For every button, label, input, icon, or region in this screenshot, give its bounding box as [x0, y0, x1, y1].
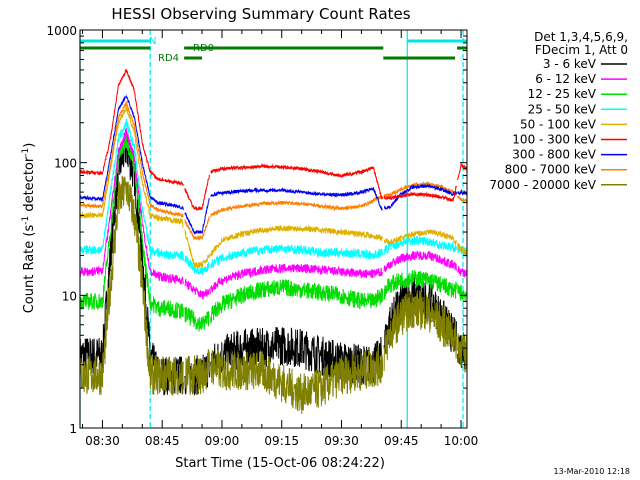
legend-header-line-2: FDecim 1, Att 0: [535, 43, 628, 57]
y-tick-label-10: 10: [62, 289, 77, 303]
legend-label-8: 800 - 7000 keV: [505, 163, 597, 177]
y-tick-label-100: 100: [54, 157, 77, 171]
flag-label-n: N: [149, 36, 156, 47]
legend: Det 1,3,4,5,6,9, FDecim 1, Att 0 3 - 6 k…: [489, 30, 628, 192]
timestamp: 13-Mar-2010 12:18: [554, 467, 631, 476]
y-axis-label: Count Rate (s-1 detector-1): [21, 143, 37, 314]
series-300-800keV-line: [79, 94, 468, 235]
plot-area: N RD0 RD4 1 10 100 1000 08:30 08:45 09:00 09:15 09:…: [46, 24, 478, 448]
x-tick-label-0830: 08:30: [85, 434, 120, 448]
chart-title: HESSI Observing Summary Count Rates: [111, 5, 410, 23]
x-tick-label-0845: 08:45: [145, 434, 180, 448]
legend-label-3: 12 - 25 keV: [528, 87, 597, 101]
series-800-7000keV-line: [79, 100, 468, 242]
legend-label-7: 300 - 800 keV: [512, 148, 596, 162]
series-100-300keV-line: [79, 69, 468, 212]
legend-label-6: 100 - 300 keV: [512, 133, 596, 147]
series-25-50keV-line: [79, 118, 468, 276]
y-tick-label-1: 1: [69, 422, 77, 436]
flag-label-rd0: RD0: [193, 43, 214, 54]
x-tick-label-0900: 09:00: [205, 434, 240, 448]
x-tick-label-0915: 09:15: [264, 434, 299, 448]
plot-frame: [79, 29, 468, 429]
legend-label-5: 50 - 100 keV: [520, 117, 597, 131]
flag-label-rd4: RD4: [158, 53, 179, 64]
legend-label-4: 25 - 50 keV: [528, 102, 597, 116]
x-axis-label: Start Time (15-Oct-06 08:24:22): [175, 456, 385, 471]
series-3-6keV-line: [79, 131, 468, 396]
series-6-12keV-line: [79, 127, 468, 300]
legend-label-9: 7000 - 20000 keV: [489, 178, 596, 192]
series-12-25keV-line: [79, 134, 468, 332]
series-7000-20000keV-line: [79, 175, 468, 414]
x-tick-label-0945: 09:45: [384, 434, 419, 448]
legend-label-2: 6 - 12 keV: [535, 72, 597, 86]
x-tick-label-1000: 10:00: [444, 434, 479, 448]
series-50-100keV-line: [79, 105, 468, 269]
y-tick-label-1000: 1000: [46, 24, 77, 38]
legend-header-line-1: Det 1,3,4,5,6,9,: [534, 30, 628, 44]
x-tick-label-0930: 09:30: [324, 434, 359, 448]
legend-label-1: 3 - 6 keV: [543, 57, 597, 71]
